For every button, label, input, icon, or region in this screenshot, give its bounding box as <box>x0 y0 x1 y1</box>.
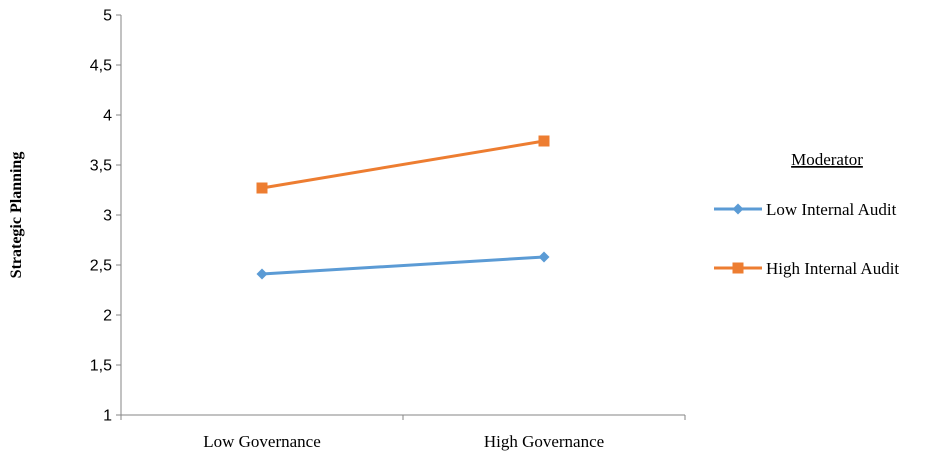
legend-item-1: Low Internal Audit <box>714 200 897 219</box>
y-tick-label: 2,5 <box>90 258 112 275</box>
y-axis-ticks: 1 1,5 2 2,5 3 3,5 4 4,5 5 <box>90 8 121 425</box>
y-tick-label: 3,5 <box>90 158 112 175</box>
y-tick-label: 2 <box>103 308 112 325</box>
legend-swatch-marker <box>732 262 744 274</box>
y-tick-label: 4 <box>103 108 112 125</box>
data-point-marker <box>538 251 550 263</box>
x-axis-ticks: Low Governance High Governance <box>120 415 686 451</box>
x-tick-label: Low Governance <box>203 432 321 451</box>
series-1 <box>256 251 550 280</box>
legend-label: High Internal Audit <box>766 259 899 278</box>
x-tick-label: High Governance <box>484 432 604 451</box>
y-axis-label: Strategic Planning <box>8 152 25 279</box>
legend-item-2: High Internal Audit <box>714 259 899 278</box>
series-line <box>261 139 545 190</box>
data-point-marker <box>256 268 268 280</box>
y-tick-label: 3 <box>103 208 112 225</box>
legend-swatch-marker <box>732 203 744 215</box>
y-tick-label: 5 <box>103 8 112 25</box>
legend-label: Low Internal Audit <box>766 200 897 219</box>
data-point-marker <box>256 182 268 194</box>
y-tick-label: 1 <box>103 408 112 425</box>
series-2 <box>256 135 550 194</box>
y-tick-label: 4,5 <box>90 58 112 75</box>
legend: Moderator Low Internal Audit High Interna… <box>714 150 899 278</box>
data-point-marker <box>538 135 550 147</box>
series-line <box>261 255 545 276</box>
legend-title: Moderator <box>791 150 863 169</box>
y-tick-label: 1,5 <box>90 358 112 375</box>
series-group <box>256 135 550 280</box>
